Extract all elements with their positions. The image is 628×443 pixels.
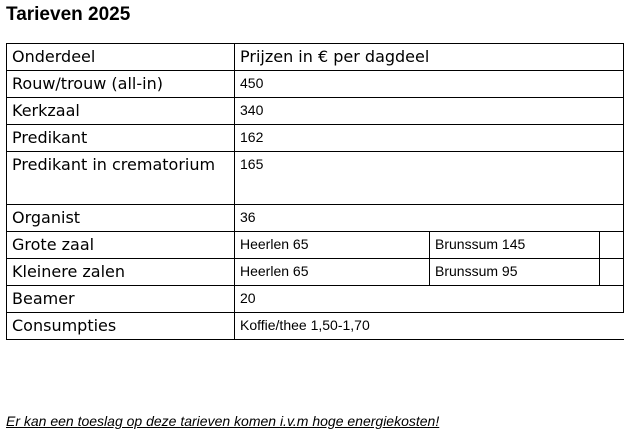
- row-price: 450: [233, 70, 625, 98]
- row-price: 165: [233, 151, 625, 205]
- tariff-table: Onderdeel Prijzen in € per dagdeel Rouw/…: [6, 43, 625, 340]
- row-price: 36: [233, 204, 625, 232]
- column-header-onderdeel: Onderdeel: [6, 43, 235, 71]
- row-label: Predikant: [6, 124, 235, 152]
- row-price: 162: [233, 124, 625, 152]
- row-label: Grote zaal: [6, 231, 235, 259]
- surcharge-note: Er kan een toeslag op deze tarieven kome…: [6, 413, 440, 429]
- table-row: Organist 36: [6, 204, 625, 232]
- table-row: Rouw/trouw (all-in) 450: [6, 70, 625, 98]
- table-header-row: Onderdeel Prijzen in € per dagdeel: [6, 43, 625, 71]
- row-label: Consumpties: [6, 312, 235, 340]
- table-row: Kerkzaal 340: [6, 97, 625, 125]
- row-price-brunssum: Brunssum 145: [429, 231, 600, 259]
- table-row: Predikant 162: [6, 124, 625, 152]
- row-label: Rouw/trouw (all-in): [6, 70, 235, 98]
- row-price-brunssum: Brunssum 95: [429, 258, 600, 286]
- row-price: 340: [233, 97, 625, 125]
- row-price: 20: [233, 285, 625, 313]
- empty-cell: [598, 231, 625, 259]
- column-header-prijzen: Prijzen in € per dagdeel: [233, 43, 625, 71]
- empty-cell: [598, 258, 625, 286]
- row-price: Koffie/thee 1,50-1,70: [233, 312, 624, 340]
- table-row: Consumpties Koffie/thee 1,50-1,70: [6, 312, 624, 340]
- page-title: Tarieven 2025: [6, 4, 131, 25]
- table-row: Kleinere zalen Heerlen 65 Brunssum 95: [6, 258, 625, 286]
- row-label: Beamer: [6, 285, 235, 313]
- row-price-heerlen: Heerlen 65: [234, 231, 430, 259]
- row-label: Organist: [6, 204, 235, 232]
- row-label: Kleinere zalen: [6, 258, 235, 286]
- table-row: Predikant in crematorium 165: [6, 151, 625, 205]
- row-label: Predikant in crematorium: [6, 151, 235, 205]
- table-row: Beamer 20: [6, 285, 625, 313]
- row-label: Kerkzaal: [6, 97, 235, 125]
- table-row: Grote zaal Heerlen 65 Brunssum 145: [6, 231, 625, 259]
- row-price-heerlen: Heerlen 65: [234, 258, 430, 286]
